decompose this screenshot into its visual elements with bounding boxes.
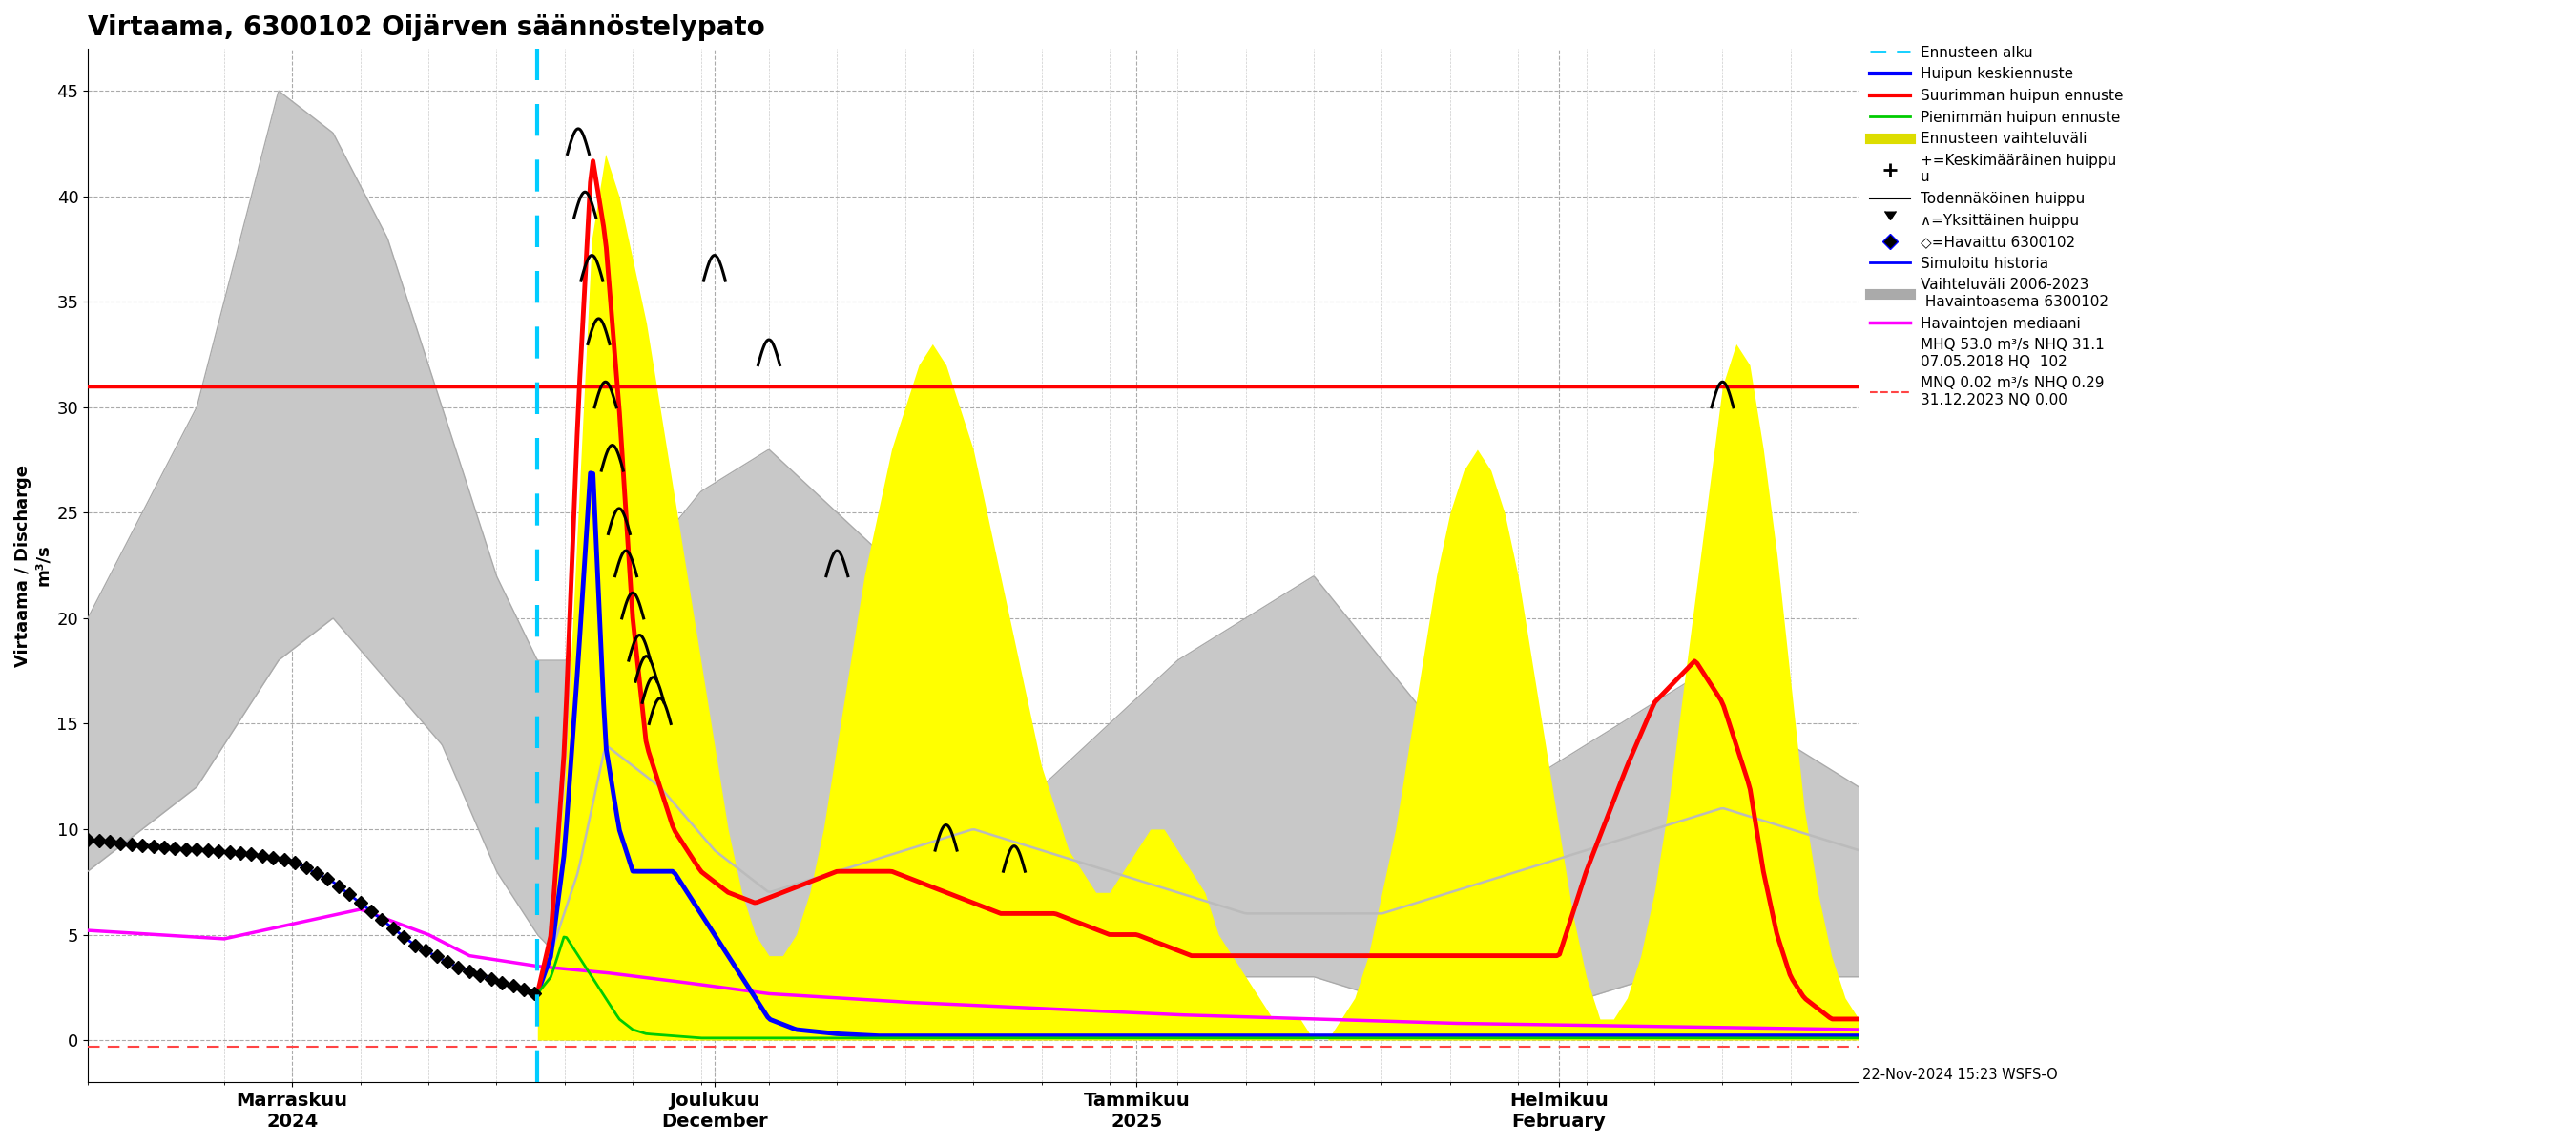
Legend: Ennusteen alku, Huipun keskiennuste, Suurimman huipun ennuste, Pienimmän huipun : Ennusteen alku, Huipun keskiennuste, Suu… (1870, 46, 2123, 406)
Text: 22-Nov-2024 15:23 WSFS-O: 22-Nov-2024 15:23 WSFS-O (1862, 1068, 2058, 1082)
Text: Virtaama, 6300102 Oijärven säännöstelypato: Virtaama, 6300102 Oijärven säännöstelypa… (88, 14, 765, 41)
Y-axis label: Virtaama / Discharge
m³/s: Virtaama / Discharge m³/s (15, 464, 52, 666)
